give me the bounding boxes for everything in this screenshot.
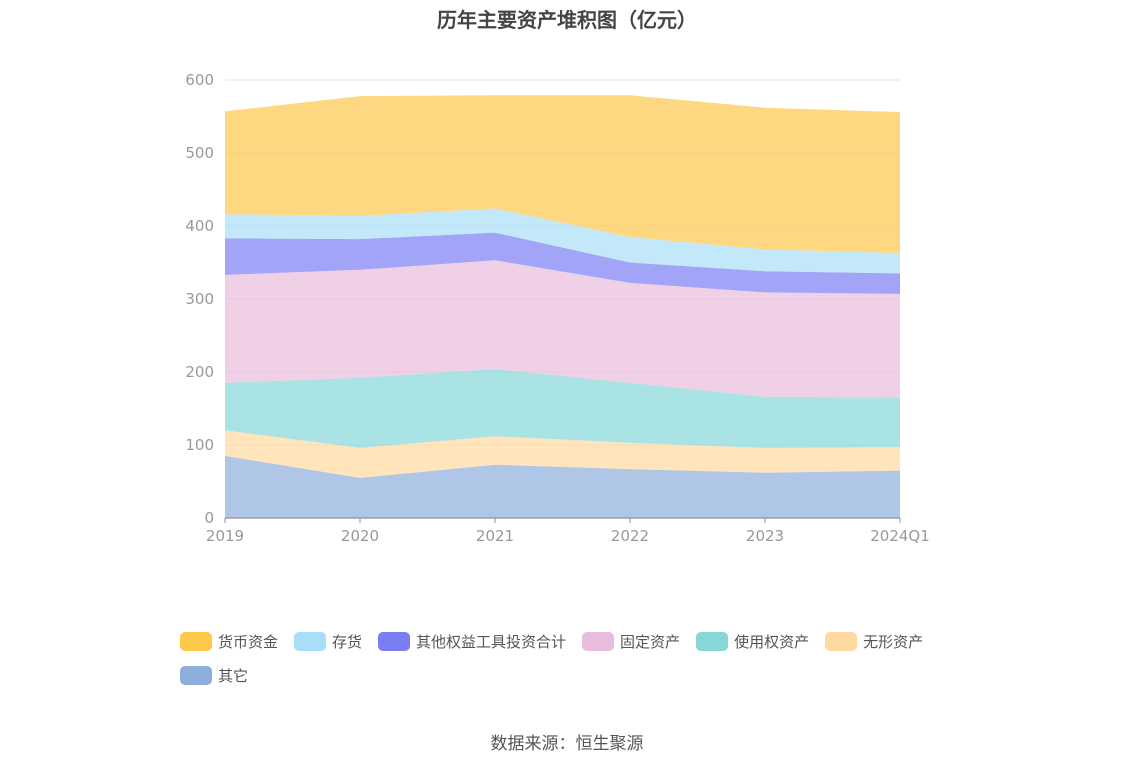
x-tick-label: 2021 — [476, 527, 514, 545]
legend-item[interactable]: 固定资产 — [582, 630, 680, 652]
legend-label: 无形资产 — [863, 632, 924, 651]
area-无形资产 — [225, 430, 900, 478]
legend-swatch — [378, 631, 411, 651]
legend-label: 其它 — [218, 666, 249, 685]
x-tick-label: 2024Q1 — [870, 527, 930, 545]
area-固定资产 — [225, 260, 900, 398]
legend: 货币资金 存货 其他权益工具投资合计 固定资产 使用权资产 无形资产其它 — [180, 630, 980, 698]
y-tick-label: 400 — [185, 217, 214, 235]
area-使用权资产 — [225, 369, 900, 448]
y-tick-label: 300 — [185, 290, 214, 308]
x-tick-label: 2019 — [206, 527, 244, 545]
x-tick-label: 2022 — [611, 527, 649, 545]
legend-swatch — [825, 631, 858, 651]
stacked-area-chart: 0 100 200 300 400 500 600 2019 2020 2021 2022 2023 2… — [185, 71, 929, 545]
legend-swatch — [696, 631, 729, 651]
legend-label: 存货 — [332, 632, 363, 651]
chart-title: 历年主要资产堆积图（亿元） — [437, 8, 697, 32]
axes: 0 100 200 300 400 500 600 2019 2020 2021 2022 2023 2… — [185, 71, 929, 545]
legend-swatch — [180, 665, 212, 685]
area-其他权益工具投资合计 — [225, 232, 900, 294]
legend-label: 货币资金 — [218, 632, 279, 651]
area-货币资金 — [225, 95, 900, 253]
y-tick-label: 0 — [204, 509, 214, 527]
y-tick-label: 200 — [185, 363, 214, 381]
area-series — [225, 95, 900, 518]
legend-item[interactable]: 存货 — [294, 630, 362, 652]
y-tick-label: 100 — [185, 436, 214, 454]
y-tick-label: 500 — [185, 144, 214, 162]
legend-item[interactable]: 使用权资产 — [696, 630, 809, 652]
legend-swatch — [180, 631, 212, 651]
legend-item[interactable]: 货币资金 — [180, 630, 278, 652]
legend-item[interactable]: 其他权益工具投资合计 — [378, 630, 566, 652]
legend-label: 其他权益工具投资合计 — [416, 632, 567, 651]
legend-item[interactable]: 其它 — [180, 664, 248, 686]
legend-label: 固定资产 — [620, 632, 681, 651]
y-tick-label: 600 — [185, 71, 214, 89]
area-存货 — [225, 208, 900, 274]
legend-swatch — [582, 631, 615, 651]
legend-item[interactable]: 无形资产 — [825, 630, 923, 652]
area-其它 — [225, 455, 900, 518]
source-note: 数据来源：恒生聚源 — [490, 734, 644, 754]
x-tick-label: 2023 — [746, 527, 784, 545]
legend-label: 使用权资产 — [734, 632, 810, 651]
legend-swatch — [294, 631, 327, 651]
x-tick-label: 2020 — [341, 527, 379, 545]
